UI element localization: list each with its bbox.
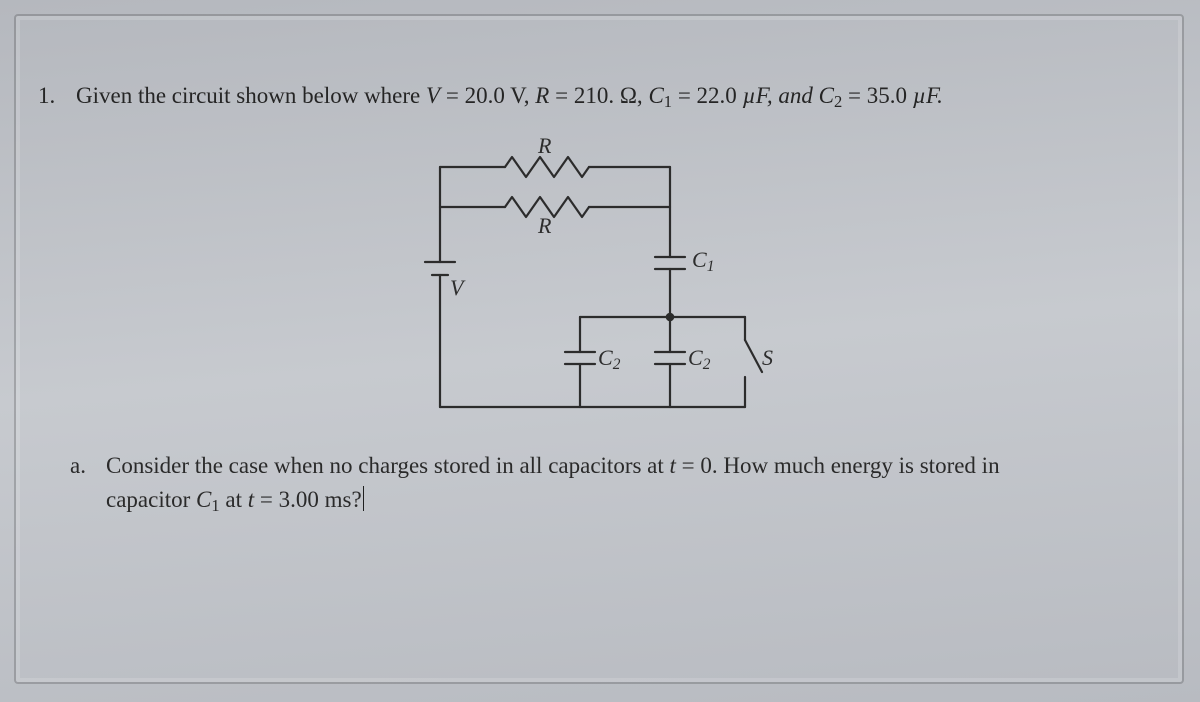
- label-V: V: [450, 275, 463, 301]
- val-C1: 22.0: [697, 83, 737, 108]
- subq-marker: a.: [70, 449, 90, 482]
- circuit-svg: [410, 127, 790, 427]
- label-C2a: C2: [598, 345, 620, 374]
- circuit-diagram: R R V C1 C2 C2 S: [410, 127, 790, 427]
- text-cursor-icon: [363, 486, 364, 511]
- label-C2b: C2: [688, 345, 710, 374]
- var-V: V: [426, 83, 440, 108]
- problem-number: 1.: [38, 80, 62, 111]
- problem-text: Given the circuit shown below where V = …: [76, 80, 943, 113]
- label-R-top: R: [538, 133, 551, 159]
- problem-statement: 1. Given the circuit shown below where V…: [30, 80, 1170, 113]
- var-R: R: [535, 83, 549, 108]
- var-C1: C: [648, 83, 663, 108]
- val-V: 20.0: [465, 83, 505, 108]
- var-C2: C: [819, 83, 834, 108]
- label-R-bot: R: [538, 213, 551, 239]
- val-C2: 35.0: [867, 83, 907, 108]
- subq-body: Consider the case when no charges stored…: [106, 449, 1000, 517]
- val-R: 210.: [574, 83, 614, 108]
- subquestion-a: a. Consider the case when no charges sto…: [30, 449, 1170, 517]
- label-C1: C1: [692, 247, 714, 276]
- label-S: S: [762, 345, 773, 371]
